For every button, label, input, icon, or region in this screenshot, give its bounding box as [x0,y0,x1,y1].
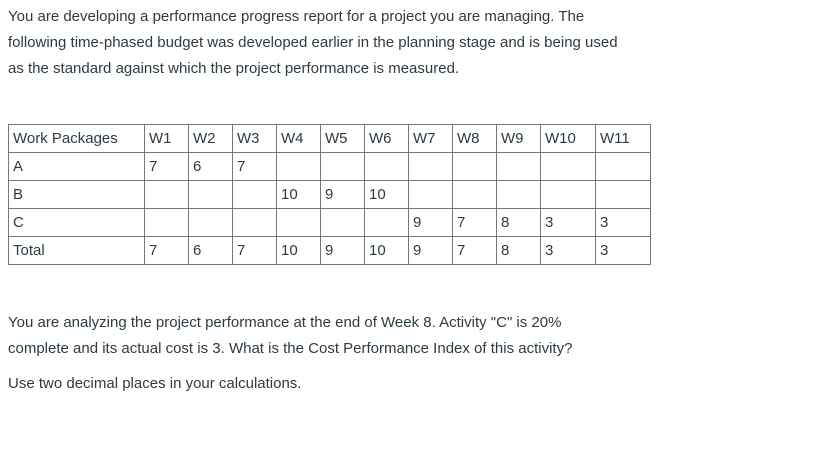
table-header-cell: W3 [232,124,277,153]
table-cell [232,180,277,209]
table-cell [144,208,189,237]
table-cell: 7 [144,236,189,265]
table-cell [276,208,321,237]
table-cell: 6 [188,236,233,265]
table-body: A 7 6 7 B 10 9 10 C 9 7 8 3 3 Total 7 6 7 10 9 10 9 7 8 3 3 [8,152,651,265]
table-cell: 7 [144,152,189,181]
table-cell [364,208,409,237]
row-label-cell: A [8,152,145,181]
table-cell: 10 [276,236,321,265]
table-cell [188,208,233,237]
table-header-cell: W5 [320,124,365,153]
table-cell: 9 [408,236,453,265]
table-cell: 10 [276,180,321,209]
table-header-cell: W1 [144,124,189,153]
question-intro-text: You are developing a performance progres… [8,8,618,77]
table-cell [452,152,497,181]
table-cell [232,208,277,237]
table-cell: 10 [364,180,409,209]
table-header-cell: W4 [276,124,321,153]
table-cell [320,152,365,181]
table-cell: 7 [452,208,497,237]
table-cell [188,180,233,209]
table-cell: 10 [364,236,409,265]
table-cell [540,180,596,209]
table-header-row: Work Packages W1 W2 W3 W4 W5 W6 W7 W8 W9 W10 W11 [8,124,651,153]
table-cell: 9 [320,180,365,209]
table-cell: 7 [452,236,497,265]
table-cell: 3 [540,208,596,237]
table-cell: 7 [232,236,277,265]
table-cell: 9 [408,208,453,237]
table-cell: 3 [540,236,596,265]
table-header-cell: W8 [452,124,497,153]
table-cell: 3 [595,208,651,237]
table-cell: 3 [595,236,651,265]
table-header-cell: W7 [408,124,453,153]
table-cell [276,152,321,181]
table-cell: 7 [232,152,277,181]
table-header-cell: Work Packages [8,124,145,153]
row-label-cell: Total [8,236,145,265]
table-row: B 10 9 10 [8,180,651,209]
instruction-text: Use two decimal places in your calculati… [8,375,302,392]
table-cell [408,152,453,181]
table-header-cell: W2 [188,124,233,153]
table-cell [540,152,596,181]
table-header-cell: W11 [595,124,651,153]
table-cell: 8 [496,236,541,265]
table-cell [496,180,541,209]
table-header-cell: W9 [496,124,541,153]
table-cell [144,180,189,209]
row-label-cell: C [8,208,145,237]
table-cell: 9 [320,236,365,265]
table-header-cell: W6 [364,124,409,153]
table-cell: 6 [188,152,233,181]
table-header-cell: W10 [540,124,596,153]
table-cell [496,152,541,181]
table-cell: 8 [496,208,541,237]
question-text: You are analyzing the project performanc… [8,314,573,357]
table-cell [408,180,453,209]
table-cell [452,180,497,209]
table-cell [364,152,409,181]
table-row: Total 7 6 7 10 9 10 9 7 8 3 3 [8,236,651,265]
table-cell [595,180,651,209]
table-cell [595,152,651,181]
table-cell [320,208,365,237]
row-label-cell: B [8,180,145,209]
